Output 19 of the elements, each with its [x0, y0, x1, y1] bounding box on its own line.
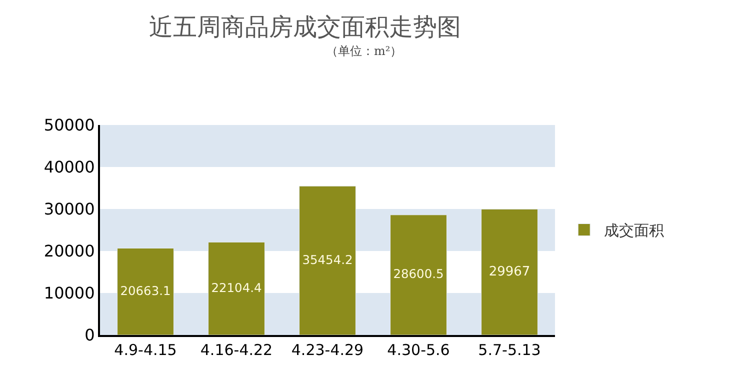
- x-tick-label: 5.7-5.13: [478, 341, 541, 359]
- y-tick-label: 20000: [44, 242, 95, 261]
- x-tick-label: 4.23-4.29: [291, 341, 364, 359]
- data-label: 20663.1: [120, 284, 171, 298]
- y-tick-label: 10000: [44, 284, 95, 303]
- y-tick-label: 40000: [44, 158, 95, 177]
- data-label: 28600.5: [393, 267, 444, 282]
- y-tick-label: 0: [84, 326, 95, 345]
- chart-title: 近五周商品房成交面积走势图: [149, 13, 461, 41]
- legend-label: 成交面积: [604, 222, 664, 240]
- data-label: 35454.2: [302, 252, 353, 267]
- data-label: 22104.4: [211, 280, 262, 295]
- y-tick-label: 50000: [44, 116, 95, 135]
- x-tick-label: 4.16-4.22: [200, 341, 273, 359]
- x-tick-label: 4.30-5.6: [387, 341, 450, 359]
- x-tick-label: 4.9-4.15: [114, 341, 177, 359]
- chart-subtitle: （单位：m²）: [326, 44, 402, 58]
- data-label: 29967: [488, 264, 530, 280]
- y-tick-label: 30000: [44, 200, 95, 219]
